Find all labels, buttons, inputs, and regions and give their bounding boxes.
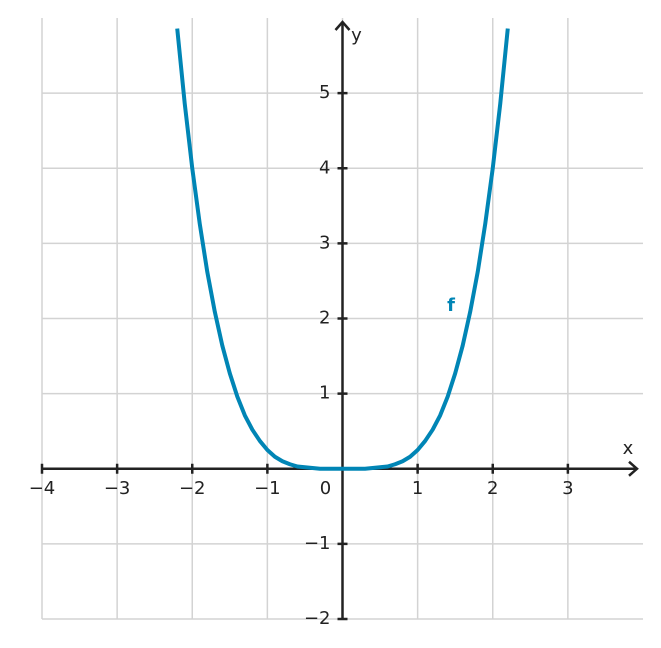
x-tick-label: 1: [412, 478, 423, 499]
y-tick-label: 5: [319, 82, 330, 103]
y-tick-label: 1: [319, 383, 330, 404]
x-axis-arrow: [628, 460, 639, 477]
x-tick-label: −3: [104, 478, 131, 499]
x-tick-label: 0: [320, 478, 331, 499]
y-axis-label: y: [351, 25, 362, 46]
x-tick-label: 3: [562, 478, 573, 499]
series-label: f: [447, 295, 455, 316]
curve: [175, 28, 510, 471]
x-tick-label: −1: [254, 478, 281, 499]
y-tick-label: 2: [319, 308, 330, 329]
axes: [40, 20, 639, 621]
x-tick-label: 2: [487, 478, 498, 499]
y-tick-label: −1: [304, 533, 331, 554]
y-tick-label: 4: [319, 157, 330, 178]
y-tick-label: 3: [319, 232, 330, 253]
x-axis-label: x: [623, 438, 634, 459]
y-tick-label: −2: [304, 608, 331, 629]
y-axis-arrow: [334, 20, 351, 31]
x-tick-label: −4: [29, 478, 56, 499]
x-tick-label: −2: [179, 478, 206, 499]
